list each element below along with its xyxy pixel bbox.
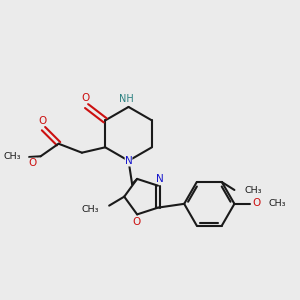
Text: O: O xyxy=(28,158,37,168)
Text: O: O xyxy=(132,217,140,227)
Text: NH: NH xyxy=(119,94,134,104)
Text: O: O xyxy=(82,93,90,103)
Text: CH₃: CH₃ xyxy=(268,199,286,208)
Text: CH₃: CH₃ xyxy=(244,186,262,195)
Text: N: N xyxy=(156,173,164,184)
Text: O: O xyxy=(39,116,47,126)
Text: O: O xyxy=(252,198,260,208)
Text: CH₃: CH₃ xyxy=(82,205,99,214)
Text: CH₃: CH₃ xyxy=(3,152,21,161)
Text: N: N xyxy=(125,157,132,166)
